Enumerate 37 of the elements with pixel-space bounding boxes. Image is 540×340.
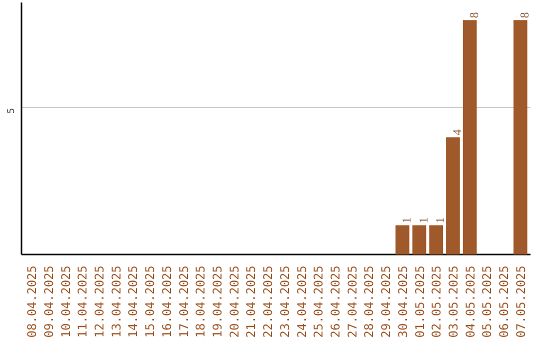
x-tick-label: 01.05.2025 — [412, 265, 427, 338]
y-tick-label: 5 — [6, 108, 17, 114]
x-tick-label: 03.05.2025 — [446, 265, 460, 338]
x-tick-label: 20.04.2025 — [227, 265, 242, 338]
data-label: 1 — [399, 217, 414, 224]
x-tick-label: 12.04.2025 — [92, 265, 107, 338]
data-label: 4 — [450, 129, 464, 136]
x-tick-label: 17.04.2025 — [176, 265, 191, 338]
x-tick-label: 14.04.2025 — [126, 265, 140, 338]
x-tick-label: 06.05.2025 — [497, 265, 512, 338]
x-tick-label: 16.04.2025 — [160, 265, 174, 338]
x-tick-label: 27.04.2025 — [345, 265, 360, 338]
x-tick-label: 26.04.2025 — [328, 265, 342, 338]
x-tick-label: 04.05.2025 — [463, 265, 478, 338]
x-tick-label: 10.04.2025 — [58, 265, 73, 338]
x-tick-label: 08.04.2025 — [25, 265, 40, 338]
x-tick-label: 21.04.2025 — [244, 265, 258, 338]
x-tick-label: 30.04.2025 — [396, 265, 410, 338]
x-tick-label: 22.04.2025 — [261, 265, 276, 338]
x-tick-label: 07.05.2025 — [514, 265, 528, 338]
x-tick-label: 05.05.2025 — [480, 265, 494, 338]
data-label: 8 — [517, 12, 532, 18]
x-tick-label: 29.04.2025 — [379, 265, 394, 338]
x-tick-label: 13.04.2025 — [109, 265, 124, 338]
x-tick-label: 11.04.2025 — [76, 265, 90, 338]
x-tick-label: 19.04.2025 — [210, 265, 225, 338]
x-tick-label: 25.04.2025 — [312, 265, 326, 338]
x-tick-label: 09.04.2025 — [42, 265, 56, 338]
x-tick-label: 02.05.2025 — [430, 265, 444, 338]
x-tick-label: 15.04.2025 — [143, 265, 158, 338]
x-tick-label: 18.04.2025 — [194, 265, 208, 338]
data-label: 8 — [466, 12, 481, 18]
x-tick-label: 23.04.2025 — [278, 265, 292, 338]
x-tick-label: 28.04.2025 — [362, 265, 376, 338]
data-label: 1 — [416, 217, 430, 224]
x-tick-label: 24.04.2025 — [294, 265, 309, 338]
data-label: 1 — [433, 217, 448, 224]
